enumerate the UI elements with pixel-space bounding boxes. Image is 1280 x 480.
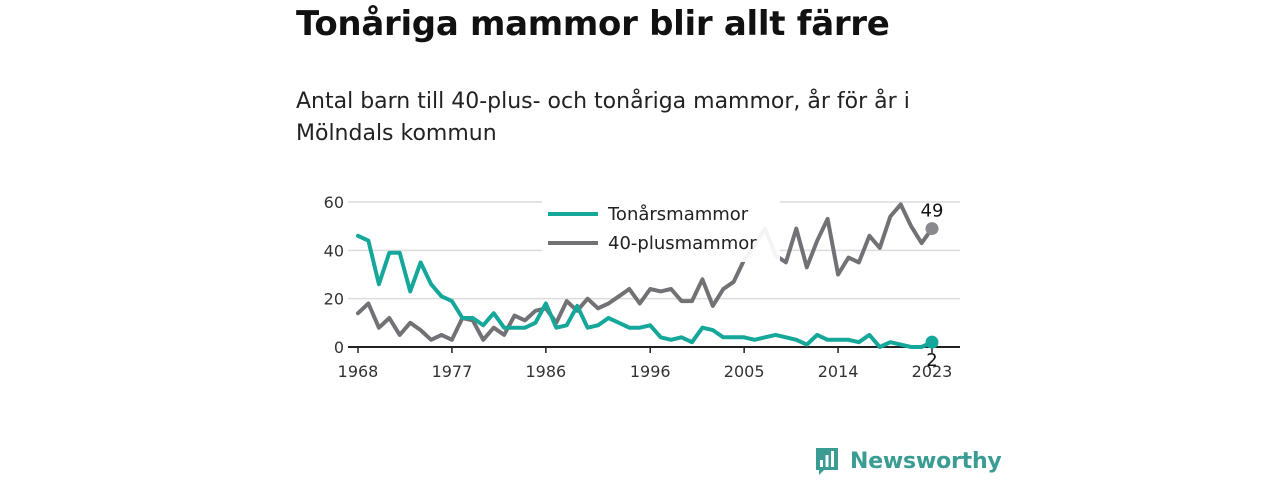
newsworthy-logo: Newsworthy [814,446,1002,476]
x-tick-label: 1968 [338,362,379,381]
end-point-label: 49 [921,201,944,222]
x-tick-label: 1986 [525,362,566,381]
legend: Tonårsmammor 40-plusmammor [542,192,780,262]
chart-subtitle: Antal barn till 40-plus- och tonåriga ma… [296,89,910,146]
legend-label-tonarsmammor: Tonårsmammor [607,204,749,225]
newsworthy-chart-icon [816,448,838,475]
series-line-tonarsmammor [356,233,934,349]
brand-name: Newsworthy [850,448,1002,474]
series-end-points: 2 49 [921,201,944,372]
x-tick-label: 1977 [432,362,473,381]
legend-label-40-plusmammor: 40-plusmammor [608,233,757,254]
y-tick-label: 0 [334,338,344,357]
y-tick-label: 60 [324,193,344,212]
legend-background [542,192,780,262]
chart-title: Tonåriga mammor blir allt färre [296,4,890,44]
y-tick-label: 20 [324,290,344,309]
series-line-40-plusmammor [356,202,934,342]
y-axis-ticks: 0 20 40 60 [324,193,344,357]
y-tick-label: 40 [324,241,344,260]
end-point-marker [925,335,939,349]
x-tick-label: 1996 [630,362,671,381]
x-tick-label: 2023 [912,362,953,381]
x-tick-label: 2005 [724,362,765,381]
series-lines [356,202,934,349]
x-tick-label: 2014 [818,362,859,381]
end-point-marker [925,222,939,236]
end-point-label: 2 [926,350,937,371]
x-axis-ticks: 1968 1977 1986 1996 2005 2014 2023 [338,347,953,381]
